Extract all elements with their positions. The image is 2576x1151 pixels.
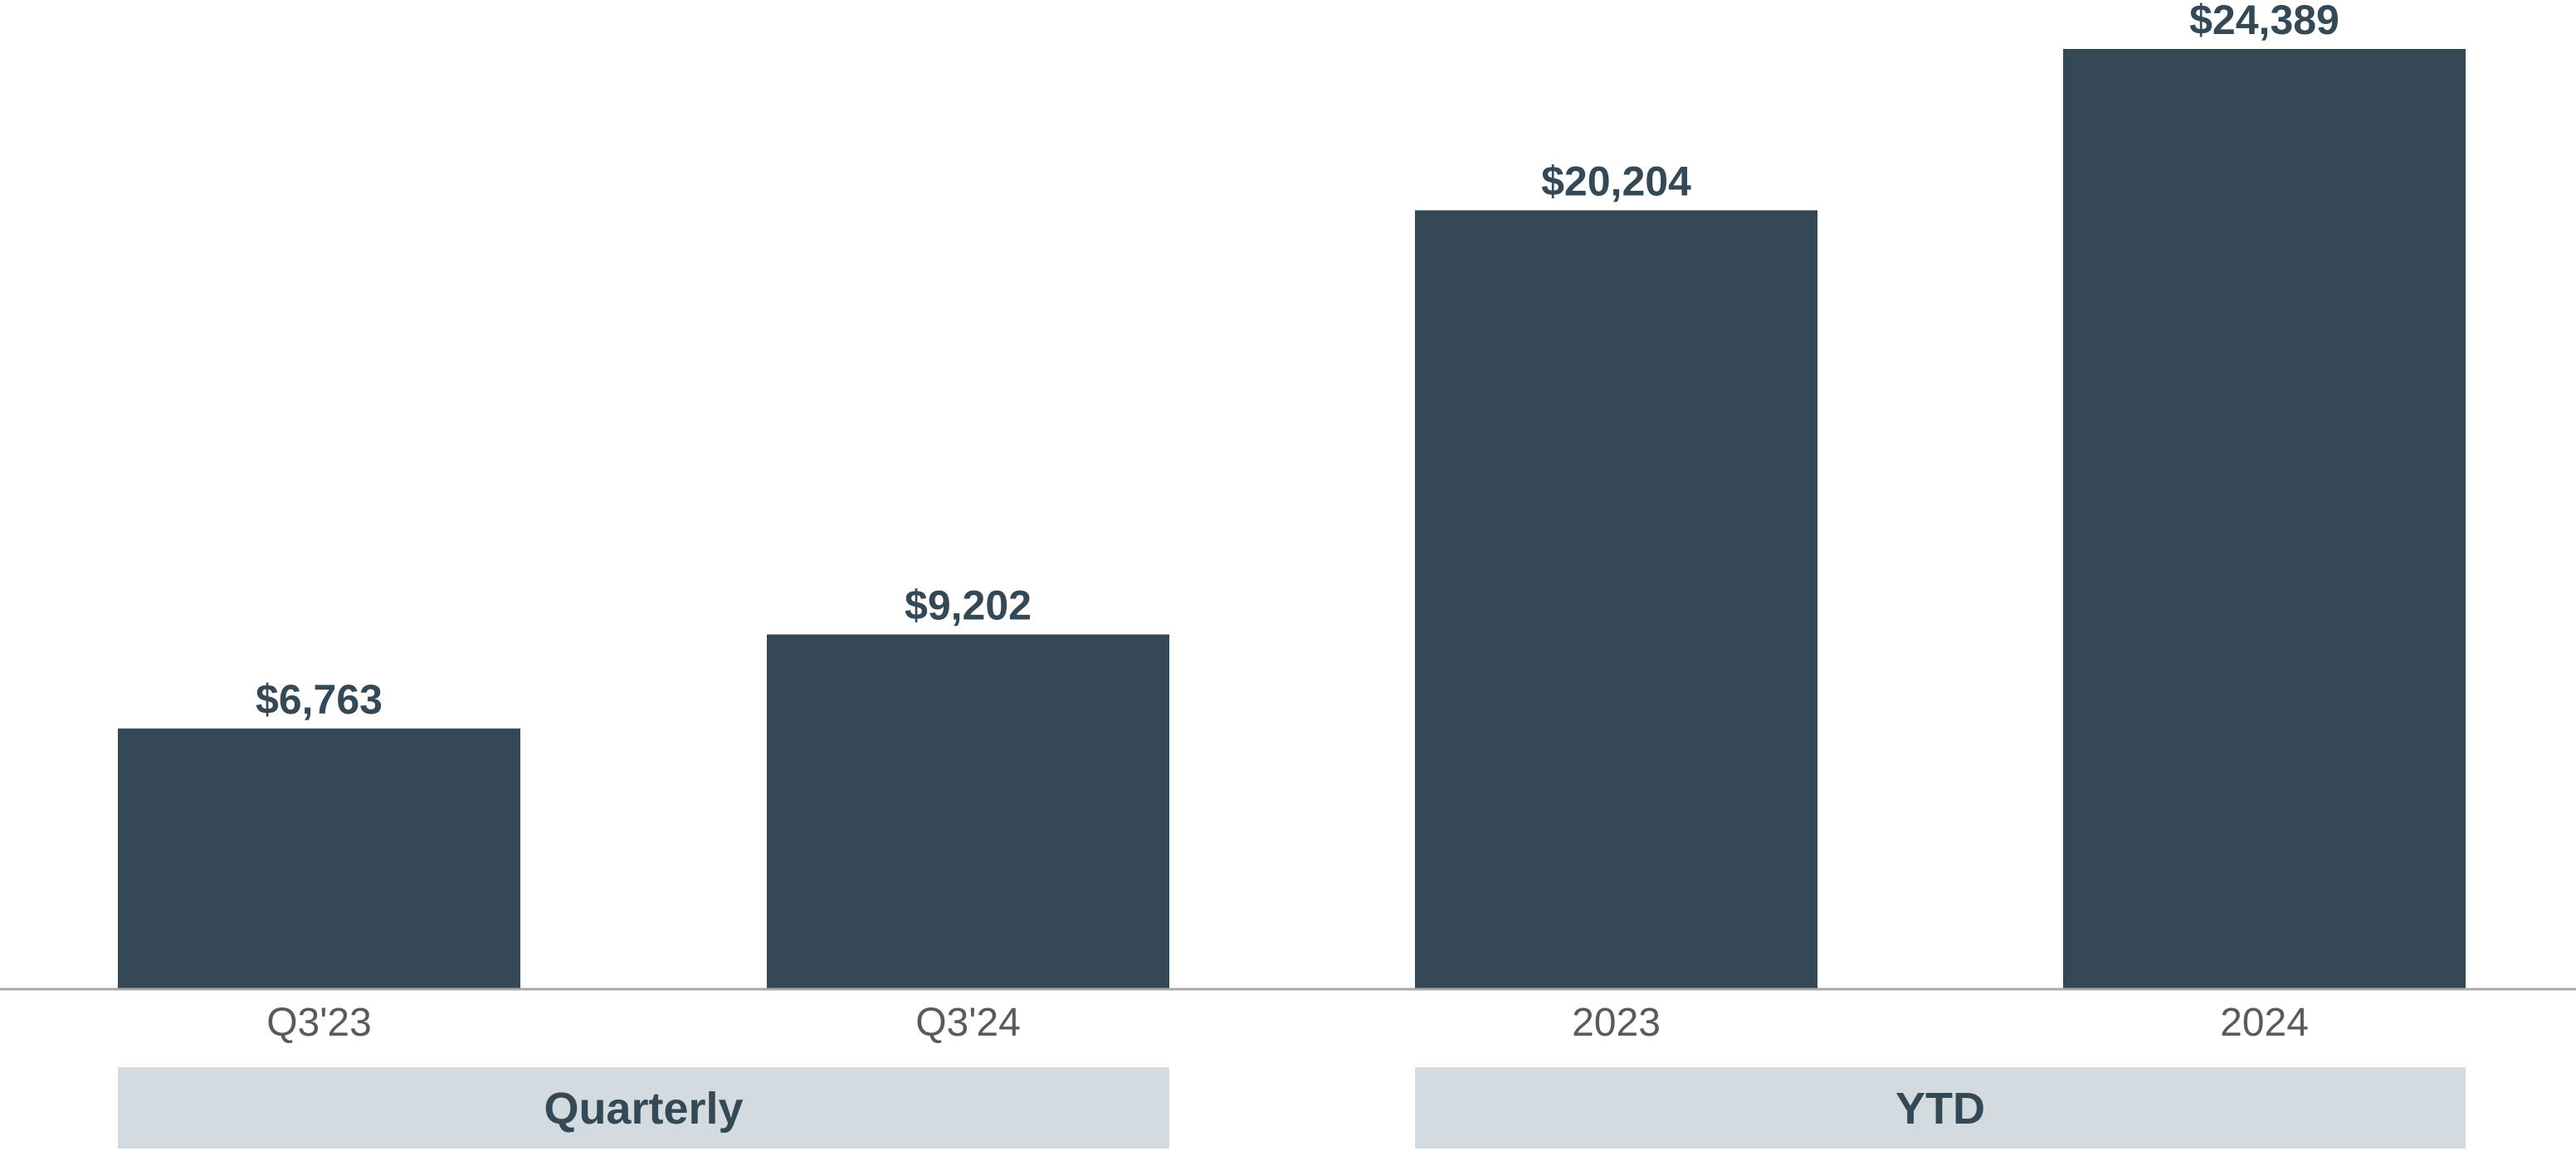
bar-2023	[1415, 210, 1817, 990]
bar-q3-24	[767, 634, 1169, 989]
bar-2024	[2063, 49, 2466, 989]
group-label-quarterly: Quarterly	[544, 1084, 743, 1134]
x-tick-labels: Q3'23 Q3'24 2023 2024	[266, 1001, 2309, 1045]
group-box-quarterly	[118, 1067, 1169, 1149]
value-label-q3-24: $9,202	[905, 583, 1032, 629]
bars	[118, 49, 2466, 990]
value-label-2024: $24,389	[2189, 0, 2339, 43]
group-box-ytd	[1415, 1067, 2466, 1149]
value-labels: $6,763 $9,202 $20,204 $24,389	[256, 0, 2339, 723]
x-tick-label-2023: 2023	[1572, 1001, 1661, 1045]
x-tick-label-2024: 2024	[2220, 1001, 2309, 1045]
group-labels: Quarterly YTD	[544, 1084, 1985, 1134]
x-tick-label-q3-24: Q3'24	[915, 1001, 1021, 1045]
value-label-2023: $20,204	[1541, 158, 1691, 204]
group-boxes	[118, 1067, 2466, 1149]
value-label-q3-23: $6,763	[256, 676, 383, 723]
x-tick-label-q3-23: Q3'23	[266, 1001, 372, 1045]
bar-q3-23	[118, 728, 520, 989]
group-label-ytd: YTD	[1895, 1084, 1985, 1134]
